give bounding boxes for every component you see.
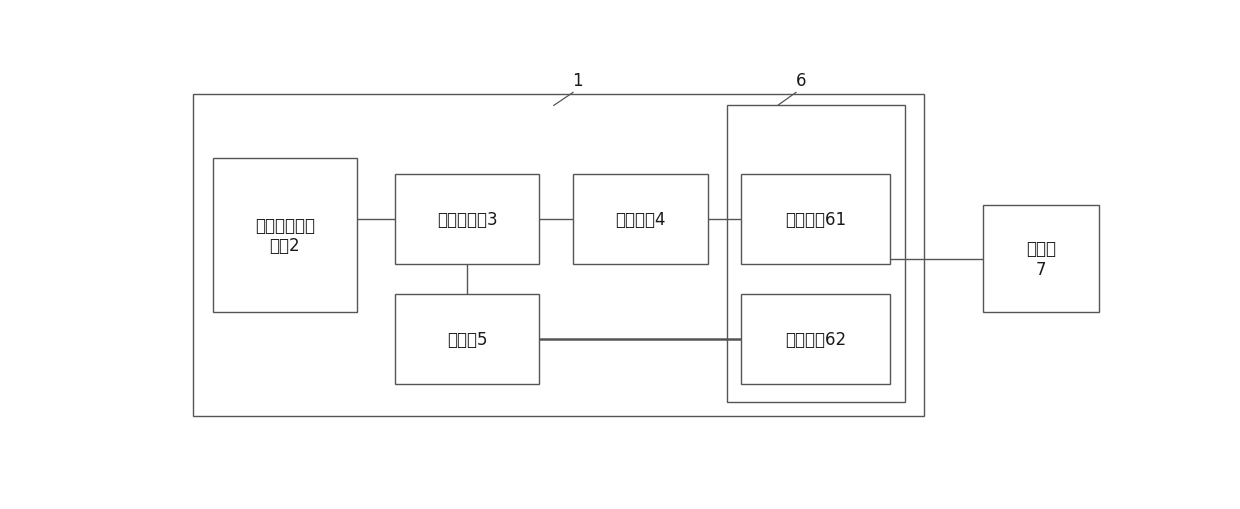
Bar bbox=[983, 206, 1099, 312]
Bar bbox=[193, 94, 924, 416]
Text: 电动车
7: 电动车 7 bbox=[1025, 240, 1056, 278]
Bar bbox=[727, 106, 905, 402]
Bar bbox=[573, 175, 708, 265]
Text: 快充接口61: 快充接口61 bbox=[786, 211, 847, 229]
Text: 蓄电池组4: 蓄电池组4 bbox=[615, 211, 666, 229]
Bar bbox=[213, 159, 357, 312]
Bar bbox=[396, 294, 539, 384]
Bar bbox=[742, 294, 890, 384]
Bar bbox=[742, 175, 890, 265]
Text: 慢充接口62: 慢充接口62 bbox=[786, 330, 847, 348]
Text: 充电控制器3: 充电控制器3 bbox=[436, 211, 497, 229]
Text: 燃料电池发电
系统2: 燃料电池发电 系统2 bbox=[254, 216, 315, 255]
Text: 1: 1 bbox=[573, 72, 583, 90]
Text: 6: 6 bbox=[796, 72, 806, 90]
Text: 逆变器5: 逆变器5 bbox=[448, 330, 487, 348]
Bar bbox=[396, 175, 539, 265]
